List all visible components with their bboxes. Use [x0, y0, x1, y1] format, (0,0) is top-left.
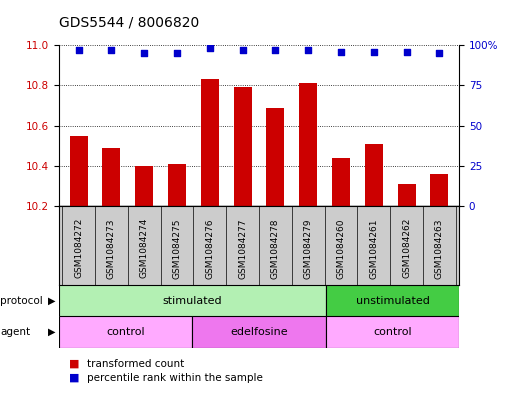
Text: agent: agent [0, 327, 30, 337]
Point [239, 47, 247, 53]
Text: GSM1084279: GSM1084279 [304, 218, 313, 279]
Bar [135, 166, 153, 393]
Bar [168, 164, 186, 393]
Text: transformed count: transformed count [87, 358, 185, 369]
Bar [103, 148, 121, 393]
Text: GSM1084272: GSM1084272 [74, 218, 83, 279]
Point [436, 50, 444, 56]
Text: edelfosine: edelfosine [230, 327, 288, 337]
Text: GSM1084263: GSM1084263 [435, 218, 444, 279]
Text: GSM1084274: GSM1084274 [140, 218, 149, 279]
Bar [365, 144, 383, 393]
Text: control: control [373, 327, 412, 337]
Text: GDS5544 / 8006820: GDS5544 / 8006820 [59, 16, 199, 30]
Bar [430, 174, 448, 393]
Text: GSM1084261: GSM1084261 [369, 218, 379, 279]
Point [206, 45, 214, 51]
Text: GSM1084278: GSM1084278 [271, 218, 280, 279]
Point [140, 50, 148, 56]
Text: GSM1084277: GSM1084277 [238, 218, 247, 279]
Bar [70, 136, 88, 393]
Bar [299, 83, 317, 393]
Bar [326, 285, 459, 316]
Point [173, 50, 181, 56]
Bar [326, 316, 459, 348]
Point [74, 47, 83, 53]
Text: ■: ■ [69, 358, 80, 369]
Bar [398, 184, 416, 393]
Text: GSM1084275: GSM1084275 [172, 218, 182, 279]
Text: GSM1084262: GSM1084262 [402, 218, 411, 279]
Text: control: control [106, 327, 145, 337]
Text: GSM1084276: GSM1084276 [205, 218, 214, 279]
Text: stimulated: stimulated [163, 296, 222, 306]
Point [107, 47, 115, 53]
Text: ▶: ▶ [48, 296, 55, 306]
Bar [266, 108, 285, 393]
Bar [192, 316, 326, 348]
Bar [201, 79, 219, 393]
Bar [233, 88, 252, 393]
Point [337, 48, 345, 55]
Text: percentile rank within the sample: percentile rank within the sample [87, 373, 263, 383]
Point [403, 48, 411, 55]
Bar [59, 316, 192, 348]
Point [304, 47, 312, 53]
Text: protocol: protocol [0, 296, 43, 306]
Text: unstimulated: unstimulated [356, 296, 429, 306]
Text: GSM1084273: GSM1084273 [107, 218, 116, 279]
Point [370, 48, 378, 55]
Text: ■: ■ [69, 373, 80, 383]
Text: GSM1084260: GSM1084260 [337, 218, 346, 279]
Text: ▶: ▶ [48, 327, 55, 337]
Point [271, 47, 280, 53]
Bar [59, 285, 326, 316]
Bar [332, 158, 350, 393]
